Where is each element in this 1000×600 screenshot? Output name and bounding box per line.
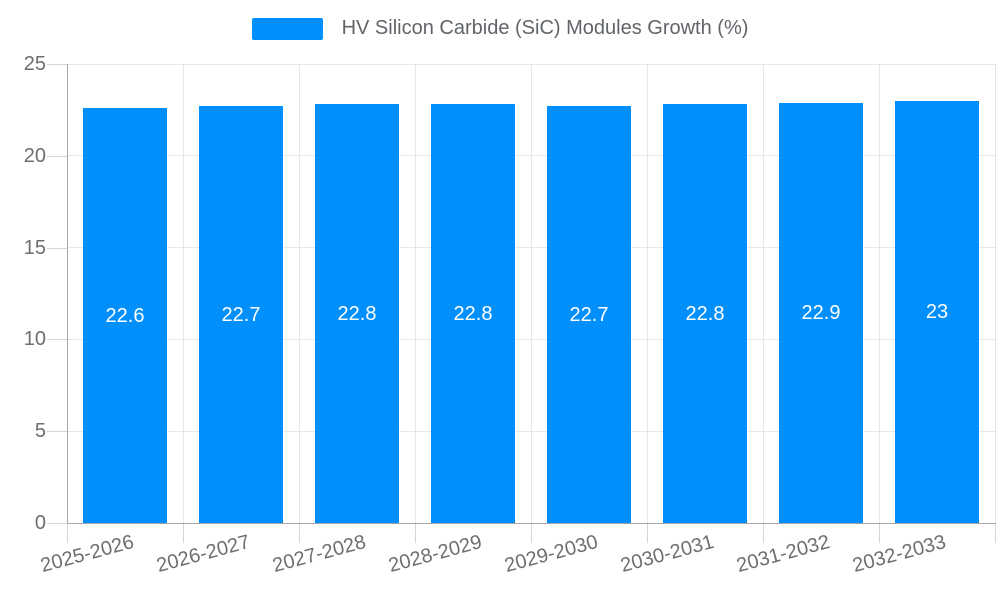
x-gridline: [763, 64, 764, 523]
bar-value-label: 22.6: [105, 304, 145, 327]
x-axis-label: 2031-2032: [734, 531, 833, 578]
x-axis-label: 2025-2026: [38, 531, 137, 578]
y-tick: [47, 247, 67, 249]
y-axis-label: 10: [23, 328, 46, 351]
x-axis-label: 2026-2027: [154, 531, 253, 578]
x-gridline: [647, 64, 648, 523]
x-gridline: [879, 64, 880, 523]
y-tick: [47, 64, 67, 65]
bar-value-label: 22.7: [569, 303, 609, 326]
x-tick: [183, 523, 184, 543]
bar-value-label: 22.9: [801, 301, 841, 324]
x-tick: [647, 523, 648, 543]
x-axis-label: 2027-2028: [270, 531, 369, 578]
bar-value-label: 22.8: [453, 302, 493, 325]
x-gridline: [531, 64, 532, 523]
bar[interactable]: [199, 106, 283, 523]
x-tick: [531, 523, 532, 543]
x-gridline: [995, 64, 996, 523]
bar-value-label: 22.8: [337, 302, 377, 325]
bar[interactable]: [663, 104, 747, 523]
bar[interactable]: [83, 108, 167, 523]
x-tick: [763, 523, 764, 543]
bar-value-label: 22.8: [685, 302, 725, 325]
y-axis-label: 25: [23, 53, 46, 75]
x-tick: [995, 523, 996, 543]
bar[interactable]: [315, 104, 399, 523]
bar[interactable]: [779, 102, 863, 523]
chart-legend[interactable]: HV Silicon Carbide (SiC) Modules Growth …: [0, 17, 1000, 40]
x-axis-line: [67, 523, 996, 524]
y-axis-label: 0: [34, 512, 46, 534]
x-tick: [415, 523, 416, 543]
bar-value-label: 23: [925, 300, 949, 323]
legend-label[interactable]: HV Silicon Carbide (SiC) Modules Growth …: [341, 17, 749, 39]
bar[interactable]: [547, 106, 631, 523]
x-axis-label: 2030-2031: [618, 531, 717, 578]
y-axis-label: 15: [23, 236, 46, 259]
x-gridline: [183, 64, 184, 523]
bar[interactable]: [431, 104, 515, 523]
x-axis-label: 2029-2030: [502, 531, 601, 578]
x-tick: [67, 523, 68, 543]
y-tick: [47, 431, 67, 433]
bar-value-label: 22.7: [221, 303, 261, 326]
y-axis-label: 5: [34, 420, 46, 443]
x-axis-label: 2032-2033: [850, 531, 949, 578]
x-gridline: [415, 64, 416, 523]
y-tick: [47, 523, 67, 524]
x-tick: [879, 523, 880, 543]
y-tick: [47, 339, 67, 341]
legend-swatch[interactable]: [251, 17, 323, 40]
x-gridline: [299, 64, 300, 523]
y-axis-label: 20: [23, 144, 46, 167]
x-tick: [299, 523, 300, 543]
x-axis-label: 2028-2029: [386, 531, 485, 578]
y-axis-line: [67, 64, 68, 524]
bar[interactable]: [895, 100, 979, 523]
y-tick: [47, 155, 67, 157]
